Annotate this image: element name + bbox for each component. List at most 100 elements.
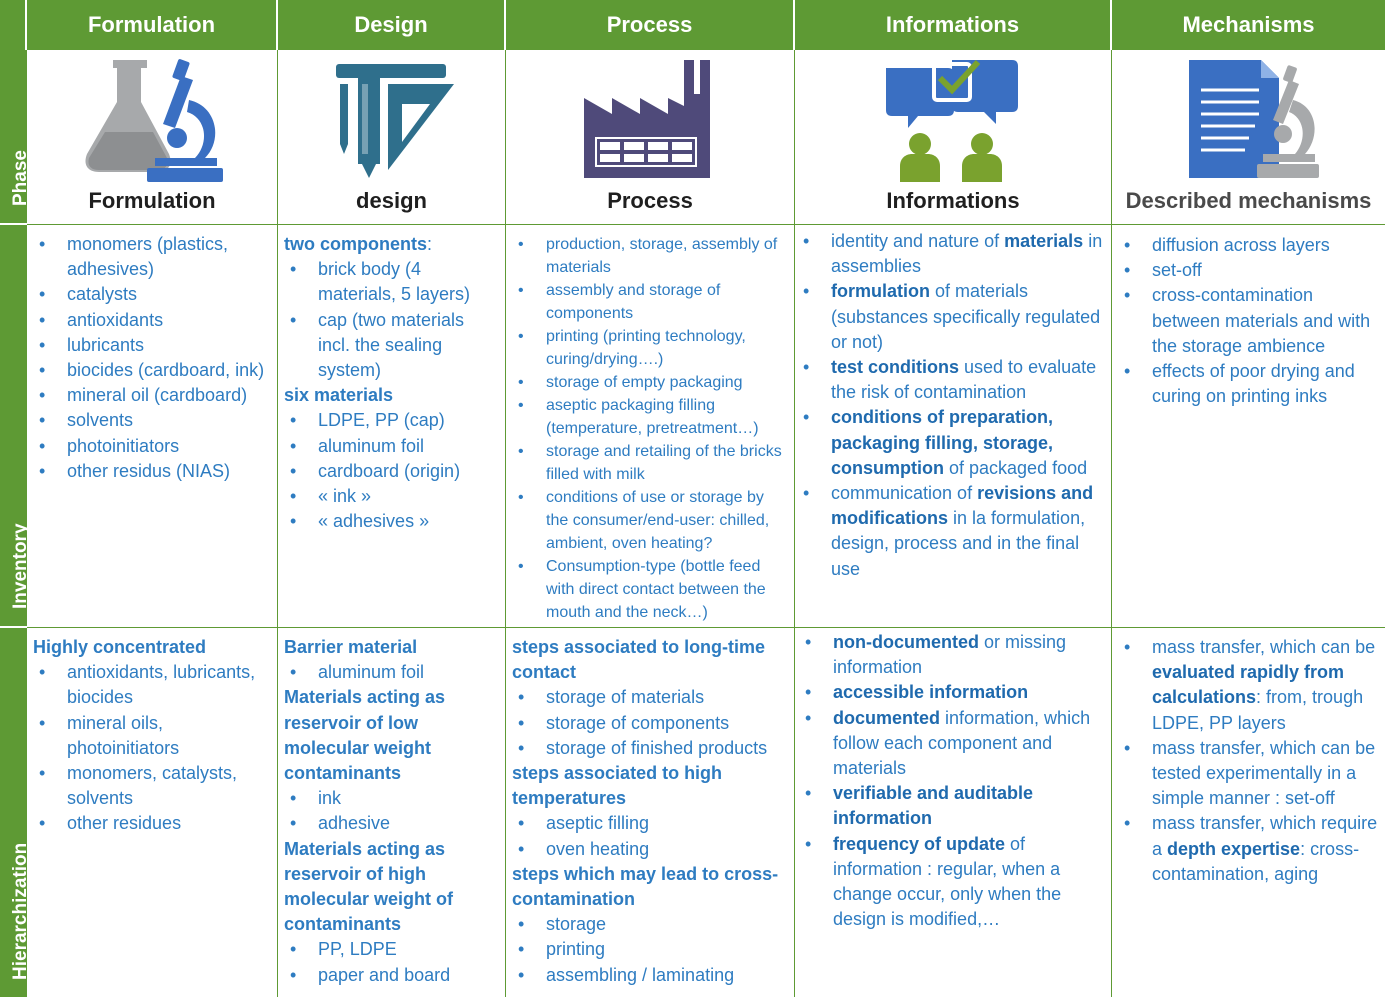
list-item: monomers, catalysts, solvents xyxy=(33,761,273,811)
hier-mechanisms-list: mass transfer, which can be evaluated ra… xyxy=(1118,635,1381,887)
list-item: mass transfer, which can be tested exper… xyxy=(1118,736,1381,812)
row-label-inventory: Inventory xyxy=(0,225,31,628)
list-item: LDPE, PP (cap) xyxy=(284,408,501,433)
header-design: Design xyxy=(278,0,506,50)
list-item: lubricants xyxy=(33,333,273,358)
list-item: conditions of preparation, packaging fil… xyxy=(797,405,1107,481)
row-label-hierarchization: Hierarchization xyxy=(0,628,31,997)
list-item: paper and board xyxy=(284,963,501,988)
list-item: aseptic filling xyxy=(512,811,790,836)
phase-mechanisms: Described mechanisms xyxy=(1112,50,1385,225)
list-item: set-off xyxy=(1118,258,1381,283)
inventory-process: production, storage, assembly of materia… xyxy=(506,225,795,628)
row-label-phase: Phase xyxy=(0,50,31,225)
hier-formulation-list: antioxidants, lubricants, biocides miner… xyxy=(33,660,273,837)
subheading: steps associated to long-time contact xyxy=(512,637,766,683)
list-item: solvents xyxy=(33,408,273,433)
list-item: « adhesives » xyxy=(284,509,501,534)
inventory-informations: identity and nature of materials in asse… xyxy=(795,225,1112,628)
phase-design: design xyxy=(278,50,506,225)
hier-design-list-1: aluminum foil xyxy=(284,660,501,685)
list-item: aluminum foil xyxy=(284,660,501,685)
list-item: verifiable and auditable information xyxy=(799,781,1107,831)
list-item: biocides (cardboard, ink) xyxy=(33,358,273,383)
list-item: non-documented or missing information xyxy=(799,630,1107,680)
list-item: mass transfer, which require a depth exp… xyxy=(1118,811,1381,887)
inventory-process-list: production, storage, assembly of materia… xyxy=(512,233,788,624)
list-item: aluminum foil xyxy=(284,434,501,459)
subheading: Materials acting as reservoir of high mo… xyxy=(284,838,454,935)
hier-design-list-3: PP, LDPE paper and board xyxy=(284,937,501,988)
list-item: storage of components xyxy=(512,711,790,736)
inventory-design-list-2: LDPE, PP (cap) aluminum foil cardboard (… xyxy=(284,408,501,534)
list-item: assembling / laminating xyxy=(512,963,790,988)
document-microscope-icon xyxy=(1188,60,1319,178)
list-item: communication of revisions and modificat… xyxy=(797,481,1107,582)
hier-informations: non-documented or missing information ac… xyxy=(795,628,1112,997)
list-item: conditions of use or storage by the cons… xyxy=(512,486,788,555)
hier-process-list-3: storage printing assembling / laminating xyxy=(512,912,790,988)
list-item: cardboard (origin) xyxy=(284,459,501,484)
subheading: Barrier material xyxy=(284,637,418,657)
list-item: formulation of materials (substances spe… xyxy=(797,279,1107,355)
phase-label-formulation: Formulation xyxy=(88,188,216,213)
list-item: cross-contamination between materials an… xyxy=(1118,283,1381,359)
list-item: ink xyxy=(284,786,501,811)
list-item: storage of empty packaging xyxy=(512,371,788,394)
list-item: mineral oils, photoinitiators xyxy=(33,711,273,761)
list-item: storage of materials xyxy=(512,685,790,710)
hier-mechanisms: mass transfer, which can be evaluated ra… xyxy=(1112,628,1385,997)
phase-label-mechanisms: Described mechanisms xyxy=(1125,188,1372,213)
list-item: storage xyxy=(512,912,790,937)
hier-design-list-2: ink adhesive xyxy=(284,786,501,837)
list-item: documented information, which follow eac… xyxy=(799,706,1107,782)
inventory-design-list-1: brick body (4 materials, 5 layers) cap (… xyxy=(284,257,501,383)
list-item: printing xyxy=(512,937,790,962)
phase-informations: Informations xyxy=(795,50,1112,225)
list-item: assembly and storage of components xyxy=(512,279,788,325)
list-item: storage and retailing of the bricks fill… xyxy=(512,440,788,486)
inventory-mechanisms: diffusion across layers set-off cross-co… xyxy=(1112,225,1385,628)
list-item: PP, LDPE xyxy=(284,937,501,962)
list-item: other residus (NIAS) xyxy=(33,459,273,484)
list-item: mass transfer, which can be evaluated ra… xyxy=(1118,635,1381,736)
hier-formulation: Highly concentrated antioxidants, lubric… xyxy=(27,628,278,997)
list-item: mineral oil (cardboard) xyxy=(33,383,273,408)
subheading: steps associated to high temperatures xyxy=(512,763,723,809)
list-item: accessible information xyxy=(799,680,1107,705)
chat-checkbox-people-icon xyxy=(886,59,1018,182)
phase-label-design: design xyxy=(356,188,427,213)
hier-process-list-1: storage of materials storage of componen… xyxy=(512,685,790,761)
list-item: cap (two materials incl. the sealing sys… xyxy=(284,308,501,384)
list-item: antioxidants xyxy=(33,308,273,333)
list-item: antioxidants, lubricants, biocides xyxy=(33,660,273,710)
list-item: Consumption-type (bottle feed with direc… xyxy=(512,555,788,624)
header-process: Process xyxy=(506,0,795,50)
hier-process-list-2: aseptic filling oven heating xyxy=(512,811,790,862)
list-item: frequency of update of information : reg… xyxy=(799,832,1107,933)
list-item: brick body (4 materials, 5 layers) xyxy=(284,257,501,307)
list-item: storage of finished products xyxy=(512,736,790,761)
pencil-ruler-triangle-icon xyxy=(335,64,454,178)
list-item: catalysts xyxy=(33,282,273,307)
list-item: other residues xyxy=(33,811,273,836)
list-item: diffusion across layers xyxy=(1118,233,1381,258)
list-item: production, storage, assembly of materia… xyxy=(512,233,788,279)
subheading: Materials acting as reservoir of low mol… xyxy=(284,687,446,784)
inventory-mechanisms-list: diffusion across layers set-off cross-co… xyxy=(1118,233,1381,409)
subheading: six materials xyxy=(284,385,394,406)
list-item: photoinitiators xyxy=(33,434,273,459)
phase-process: Process xyxy=(506,50,795,225)
list-item: effects of poor drying and curing on pri… xyxy=(1118,359,1381,409)
subheading: steps which may lead to cross-contaminat… xyxy=(512,863,779,910)
list-item: monomers (plastics, adhesives) xyxy=(33,232,273,282)
subheading: Highly concentrated xyxy=(33,637,207,657)
lab-flask-microscope-icon xyxy=(85,59,223,182)
list-item: aseptic packaging filling (temperature, … xyxy=(512,394,788,440)
subheading: two components: xyxy=(284,234,433,254)
hier-design: Barrier material aluminum foil Materials… xyxy=(278,628,506,997)
phase-label-informations: Informations xyxy=(886,188,1020,213)
inventory-design: two components: brick body (4 materials,… xyxy=(278,225,506,628)
header-informations: Informations xyxy=(795,0,1112,50)
